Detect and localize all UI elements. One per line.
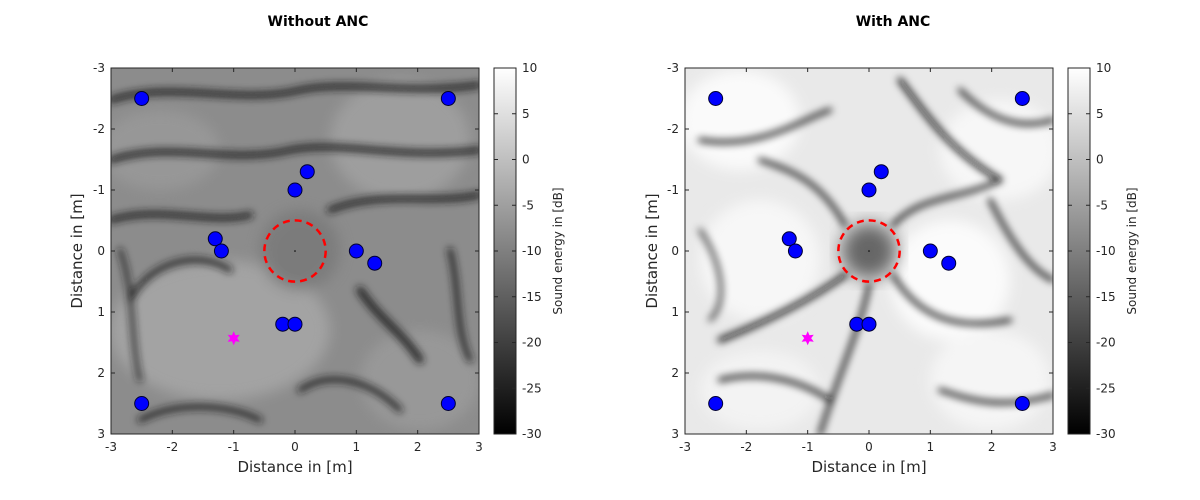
x-tick-label: -3 xyxy=(679,440,691,454)
y-tick-label: -3 xyxy=(93,61,105,75)
speaker-marker xyxy=(287,316,303,332)
y-tick-label: 1 xyxy=(97,305,105,319)
x-tick-label: 3 xyxy=(1049,440,1057,454)
chart-title: With ANC xyxy=(856,14,931,30)
speaker-marker xyxy=(873,164,889,180)
speaker-marker xyxy=(861,182,877,198)
y-tick-label: 0 xyxy=(671,244,679,258)
speaker-marker xyxy=(299,164,315,180)
y-axis-label: Distance in [m] xyxy=(643,193,661,308)
y-tick-label: 3 xyxy=(97,427,105,441)
y-axis-label: Distance in [m] xyxy=(68,193,86,308)
colorbar-tick-label: 10 xyxy=(1096,61,1111,75)
speaker-marker xyxy=(134,91,150,106)
y-tick-label: 1 xyxy=(671,305,679,319)
noise-source-marker xyxy=(801,331,814,346)
x-tick-label: 2 xyxy=(414,440,422,454)
plot-markers xyxy=(134,91,456,411)
chart-title: Without ANC xyxy=(268,14,369,30)
colorbar-tick-label: -15 xyxy=(522,290,542,304)
x-tick-label: 1 xyxy=(927,440,935,454)
quiet-zone-center xyxy=(868,250,870,252)
quiet-zone-center xyxy=(294,250,296,252)
speaker-marker xyxy=(207,231,223,247)
colorbar-tick-label: -25 xyxy=(522,381,542,395)
panel-with-anc: With ANC xyxy=(643,14,1139,476)
colorbar-tick-label: -20 xyxy=(1096,336,1116,350)
plot-markers xyxy=(708,91,1030,411)
speaker-marker xyxy=(1014,396,1030,411)
colorbar-tick-label: -5 xyxy=(522,198,534,212)
colorbar-tick-label: -20 xyxy=(522,336,542,350)
x-tick-label: 3 xyxy=(475,440,483,454)
colorbar-tick-label: 5 xyxy=(522,107,530,121)
y-tick-label: -2 xyxy=(667,122,679,136)
y-tick-label: -3 xyxy=(667,61,679,75)
speaker-marker xyxy=(1014,91,1030,106)
y-tick-label: 0 xyxy=(97,244,105,258)
noise-source-marker xyxy=(227,331,240,346)
colorbar-tick-label: -10 xyxy=(1096,244,1116,258)
colorbar: 10 5 0 -5 -10 -15 -20 -25 -30 Sound energy in [d… xyxy=(493,61,565,441)
colorbar: 10 5 0 -5 -10 -15 -20 -25 -30 Sound energy in [d… xyxy=(1067,61,1139,441)
speaker-marker xyxy=(708,91,724,106)
x-tick-label: 0 xyxy=(291,440,299,454)
quiet-zone-circle xyxy=(837,219,901,283)
colorbar-tick-label: 0 xyxy=(522,153,530,167)
x-tick-label: 1 xyxy=(353,440,361,454)
colorbar-tick-label: 10 xyxy=(522,61,537,75)
colorbar-tick-label: -5 xyxy=(1096,198,1108,212)
y-tick-label: -2 xyxy=(93,122,105,136)
panel-without-anc: Without ANC xyxy=(68,14,565,476)
y-tick-label: 2 xyxy=(97,366,105,380)
speaker-marker xyxy=(134,396,150,411)
colorbar-tick-label: -25 xyxy=(1096,381,1116,395)
x-axis-label: Distance in [m] xyxy=(811,458,926,476)
y-tick-label: 2 xyxy=(671,366,679,380)
x-tick-label: 0 xyxy=(865,440,873,454)
heatmap-image xyxy=(685,68,1053,434)
x-tick-label: -2 xyxy=(166,440,178,454)
x-tick-label: 2 xyxy=(988,440,996,454)
colorbar-tick-label: -15 xyxy=(1096,290,1116,304)
x-tick-label: -1 xyxy=(228,440,240,454)
x-axis-label: Distance in [m] xyxy=(237,458,352,476)
quiet-zone-circle xyxy=(263,219,327,283)
axis-ticks xyxy=(684,67,1054,435)
colorbar-tick-label: -10 xyxy=(522,244,542,258)
speaker-marker xyxy=(440,91,456,106)
speaker-marker xyxy=(440,396,456,411)
colorbar-label: Sound energy in [dB] xyxy=(551,187,565,314)
speaker-marker xyxy=(781,231,797,247)
y-tick-label: 3 xyxy=(671,427,679,441)
x-tick-label: -3 xyxy=(105,440,117,454)
colorbar-tick-label: -30 xyxy=(522,427,542,441)
speaker-marker xyxy=(367,255,383,271)
colorbar-tick-label: 5 xyxy=(1096,107,1104,121)
y-tick-label: -1 xyxy=(93,183,105,197)
axis-ticks xyxy=(110,67,480,435)
speaker-marker xyxy=(861,316,877,332)
speaker-marker xyxy=(213,243,229,259)
speaker-marker xyxy=(287,182,303,198)
colorbar-tick-label: 0 xyxy=(1096,153,1104,167)
heatmap-image xyxy=(111,68,479,434)
speaker-marker xyxy=(708,396,724,411)
x-tick-label: -2 xyxy=(740,440,752,454)
speaker-marker xyxy=(787,243,803,259)
speaker-marker xyxy=(348,243,364,259)
colorbar-tick-label: -30 xyxy=(1096,427,1116,441)
speaker-marker xyxy=(941,255,957,271)
colorbar-label: Sound energy in [dB] xyxy=(1125,187,1139,314)
speaker-marker xyxy=(922,243,938,259)
y-tick-label: -1 xyxy=(667,183,679,197)
x-tick-label: -1 xyxy=(802,440,814,454)
